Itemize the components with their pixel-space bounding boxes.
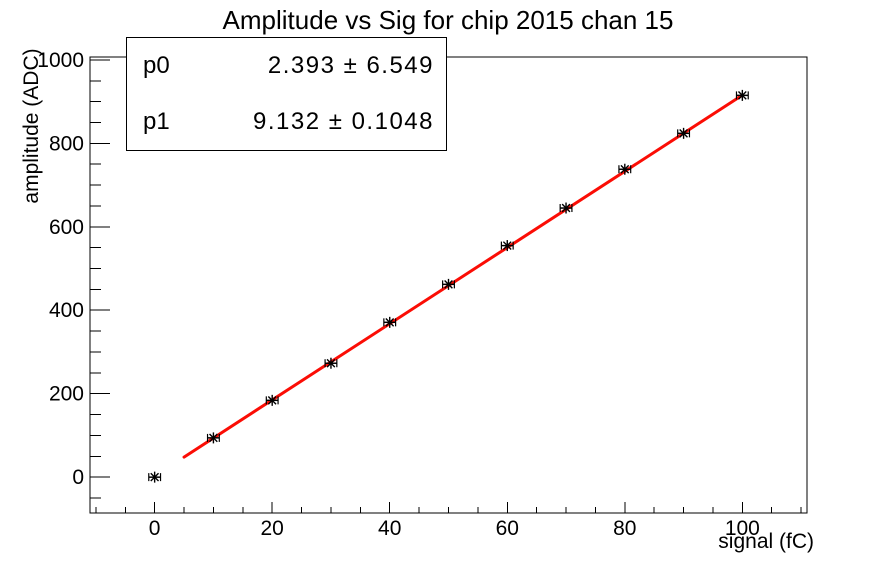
data-point bbox=[677, 127, 691, 139]
fit-stats-box: p0 2.393 ± 6.549 p1 9.132 ± 0.1048 bbox=[126, 37, 447, 151]
data-point bbox=[559, 202, 573, 214]
param-p0-label: p0 bbox=[143, 52, 170, 79]
stats-row-p1: p1 9.132 ± 0.1048 bbox=[127, 94, 446, 150]
param-p1-value: 9.132 ± 0.1048 bbox=[253, 108, 434, 135]
x-tick-label: 20 bbox=[261, 517, 284, 540]
data-point bbox=[148, 471, 162, 483]
y-tick-label: 0 bbox=[72, 466, 84, 489]
data-point bbox=[442, 278, 455, 290]
x-tick-label: 40 bbox=[378, 517, 401, 540]
data-point bbox=[500, 240, 514, 252]
chart-title: Amplitude vs Sig for chip 2015 chan 15 bbox=[222, 5, 674, 35]
data-point bbox=[324, 357, 338, 369]
stats-row-p0: p0 2.393 ± 6.549 bbox=[127, 38, 446, 94]
y-tick-label: 800 bbox=[49, 132, 84, 155]
y-tick-label: 1000 bbox=[37, 49, 84, 72]
fit-line bbox=[182, 93, 744, 459]
param-p1-label: p1 bbox=[143, 108, 170, 135]
x-tick-label: 60 bbox=[496, 517, 519, 540]
data-point bbox=[618, 163, 632, 175]
y-tick-label: 600 bbox=[49, 216, 84, 239]
data-point bbox=[735, 89, 749, 101]
y-tick-label: 200 bbox=[49, 383, 84, 406]
x-axis-title: signal (fC) bbox=[718, 530, 814, 553]
x-tick-label: 0 bbox=[149, 517, 161, 540]
data-point bbox=[206, 432, 220, 444]
y-tick-label: 400 bbox=[49, 299, 84, 322]
data-point bbox=[383, 316, 397, 328]
param-p0-value: 2.393 ± 6.549 bbox=[267, 52, 434, 79]
y-axis-title: amplitude (ADC) bbox=[20, 48, 43, 204]
x-tick-label: 100 bbox=[725, 517, 760, 540]
x-tick-label: 80 bbox=[613, 517, 636, 540]
data-point bbox=[265, 394, 279, 406]
